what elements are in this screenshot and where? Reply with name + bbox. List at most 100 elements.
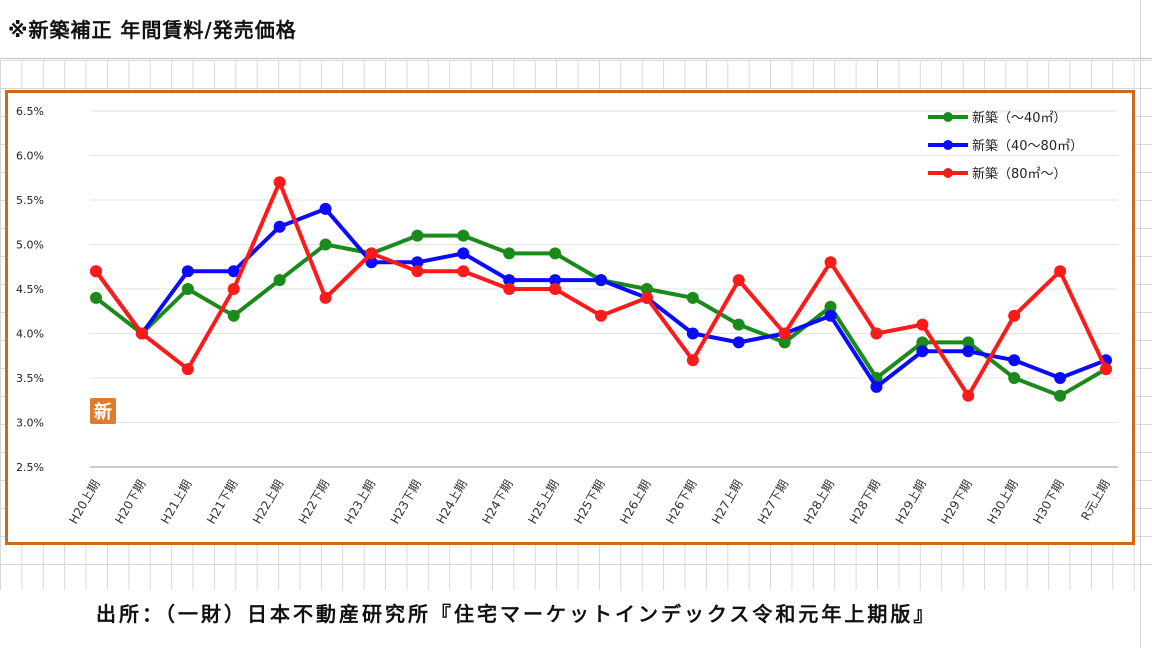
data-point — [916, 345, 929, 358]
y-tick-label: 5.0% — [16, 239, 44, 252]
legend-label: 新築（～40㎡） — [972, 110, 1067, 126]
data-point — [273, 274, 286, 287]
legend-label: 新築（40～80㎡） — [972, 138, 1083, 154]
series-lines — [90, 176, 1112, 402]
data-point — [549, 274, 562, 287]
data-point — [457, 247, 470, 260]
y-tick-label: 6.0% — [16, 150, 44, 163]
x-tick-label: H21上期 — [158, 478, 194, 527]
x-tick-label: H30上期 — [985, 478, 1021, 527]
data-point — [962, 345, 975, 358]
series-line — [94, 206, 1107, 389]
data-point — [870, 327, 883, 340]
x-tick-label: H30下期 — [1030, 478, 1066, 527]
legend-label: 新築（80㎡～） — [972, 166, 1067, 182]
data-point — [411, 265, 424, 278]
data-point — [778, 336, 791, 349]
x-tick-label: H28下期 — [847, 478, 883, 527]
x-tick-label: H23下期 — [388, 478, 424, 527]
x-tick-label: H20下期 — [112, 478, 148, 527]
x-tick-label: H24下期 — [480, 478, 516, 527]
x-tick-label: H26下期 — [663, 478, 699, 527]
x-tick-label: R元上期 — [1078, 478, 1112, 523]
data-point — [227, 309, 240, 322]
data-point — [181, 283, 194, 295]
badge-box — [90, 398, 116, 424]
data-point — [732, 274, 745, 287]
data-point — [273, 220, 286, 233]
data-point — [962, 389, 975, 402]
data-point — [90, 291, 102, 304]
data-point — [227, 265, 240, 278]
data-point — [595, 274, 607, 287]
source-note: 出所：（一財）日本不動産研究所『住宅マーケットインデックス令和元年上期版』 — [96, 602, 937, 626]
data-point — [870, 380, 883, 393]
data-point — [778, 327, 791, 340]
data-point — [962, 336, 975, 349]
legend-item: 新築（80㎡～） — [928, 166, 1067, 182]
x-tick-label: H22下期 — [296, 478, 332, 527]
data-point — [1054, 389, 1067, 402]
data-point — [916, 318, 929, 331]
data-point — [503, 274, 516, 287]
header-divider — [0, 58, 1152, 59]
data-point — [411, 229, 424, 242]
legend-item: 新築（～40㎡） — [928, 110, 1067, 126]
data-point — [135, 327, 148, 340]
x-axis-labels: H20上期 H20下期 H21上期 H21下期 H22上期 H22下期 H23上期 H23下期… — [66, 478, 1112, 527]
data-point — [319, 238, 332, 251]
data-point — [181, 265, 194, 278]
data-point — [365, 256, 378, 269]
data-point — [319, 291, 332, 304]
legend-marker — [943, 112, 953, 122]
x-tick-label: H23上期 — [342, 478, 378, 527]
y-tick-label: 3.5% — [16, 372, 44, 385]
legend-marker — [943, 168, 953, 178]
data-point — [549, 283, 562, 295]
badge: 新 — [90, 398, 116, 424]
legend: 新築（～40㎡） 新築（40～80㎡） 新築（80㎡～） — [928, 110, 1083, 182]
y-tick-label: 5.5% — [16, 194, 44, 207]
chart-frame[interactable]: 2.5% 3.0% 3.5% 4.0% 4.5% 5.0% 5.5% 6.0% 6.5% H20… — [5, 90, 1135, 545]
x-tick-label: H20上期 — [66, 478, 102, 527]
data-point — [549, 247, 562, 260]
data-point — [457, 229, 470, 242]
y-tick-label: 6.5% — [16, 105, 44, 118]
data-point — [732, 318, 745, 331]
x-tick-label: H29上期 — [893, 478, 929, 527]
data-point — [686, 354, 699, 367]
data-point — [227, 283, 240, 295]
y-tick-label: 3.0% — [16, 417, 44, 430]
y-tick-label: 4.5% — [16, 283, 44, 296]
page-title: ※新築補正 年間賃料/発売価格 — [8, 18, 297, 42]
data-point — [595, 309, 607, 322]
legend-item: 新築（40～80㎡） — [928, 138, 1083, 154]
x-tick-label: H24上期 — [434, 478, 470, 527]
data-point — [365, 247, 378, 260]
data-point — [1008, 354, 1021, 367]
data-point — [319, 202, 332, 215]
x-tick-label: H25下期 — [571, 478, 607, 527]
data-point — [1008, 372, 1021, 384]
y-axis-labels: 2.5% 3.0% 3.5% 4.0% 4.5% 5.0% 5.5% 6.0% 6.5% — [16, 105, 44, 474]
data-point — [1008, 309, 1021, 322]
data-point — [824, 256, 837, 269]
data-point — [686, 327, 699, 340]
legend-marker — [943, 140, 953, 150]
x-tick-label: H25上期 — [525, 478, 561, 527]
x-tick-label: H27上期 — [709, 478, 745, 527]
data-point — [916, 336, 929, 349]
x-tick-label: H21下期 — [204, 478, 240, 527]
data-point — [273, 176, 286, 189]
data-point — [90, 265, 102, 278]
data-point — [824, 300, 837, 313]
data-point — [640, 283, 653, 295]
y-tick-label: 2.5% — [16, 461, 44, 474]
x-tick-label: H29下期 — [939, 478, 975, 527]
data-point — [824, 309, 837, 322]
x-tick-label: H26上期 — [617, 478, 653, 527]
data-point — [686, 291, 699, 304]
series-3 — [90, 176, 1112, 402]
badge-label: 新 — [94, 401, 112, 423]
series-2 — [90, 202, 1112, 393]
